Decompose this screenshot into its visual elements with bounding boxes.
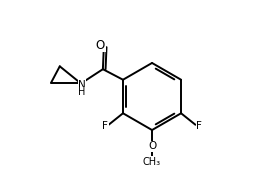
Text: N: N [78,80,86,90]
Text: O: O [96,39,105,52]
Text: F: F [102,121,108,131]
Text: CH₃: CH₃ [143,157,161,167]
Text: O: O [148,141,156,151]
Text: F: F [196,121,202,131]
Text: H: H [78,87,86,97]
